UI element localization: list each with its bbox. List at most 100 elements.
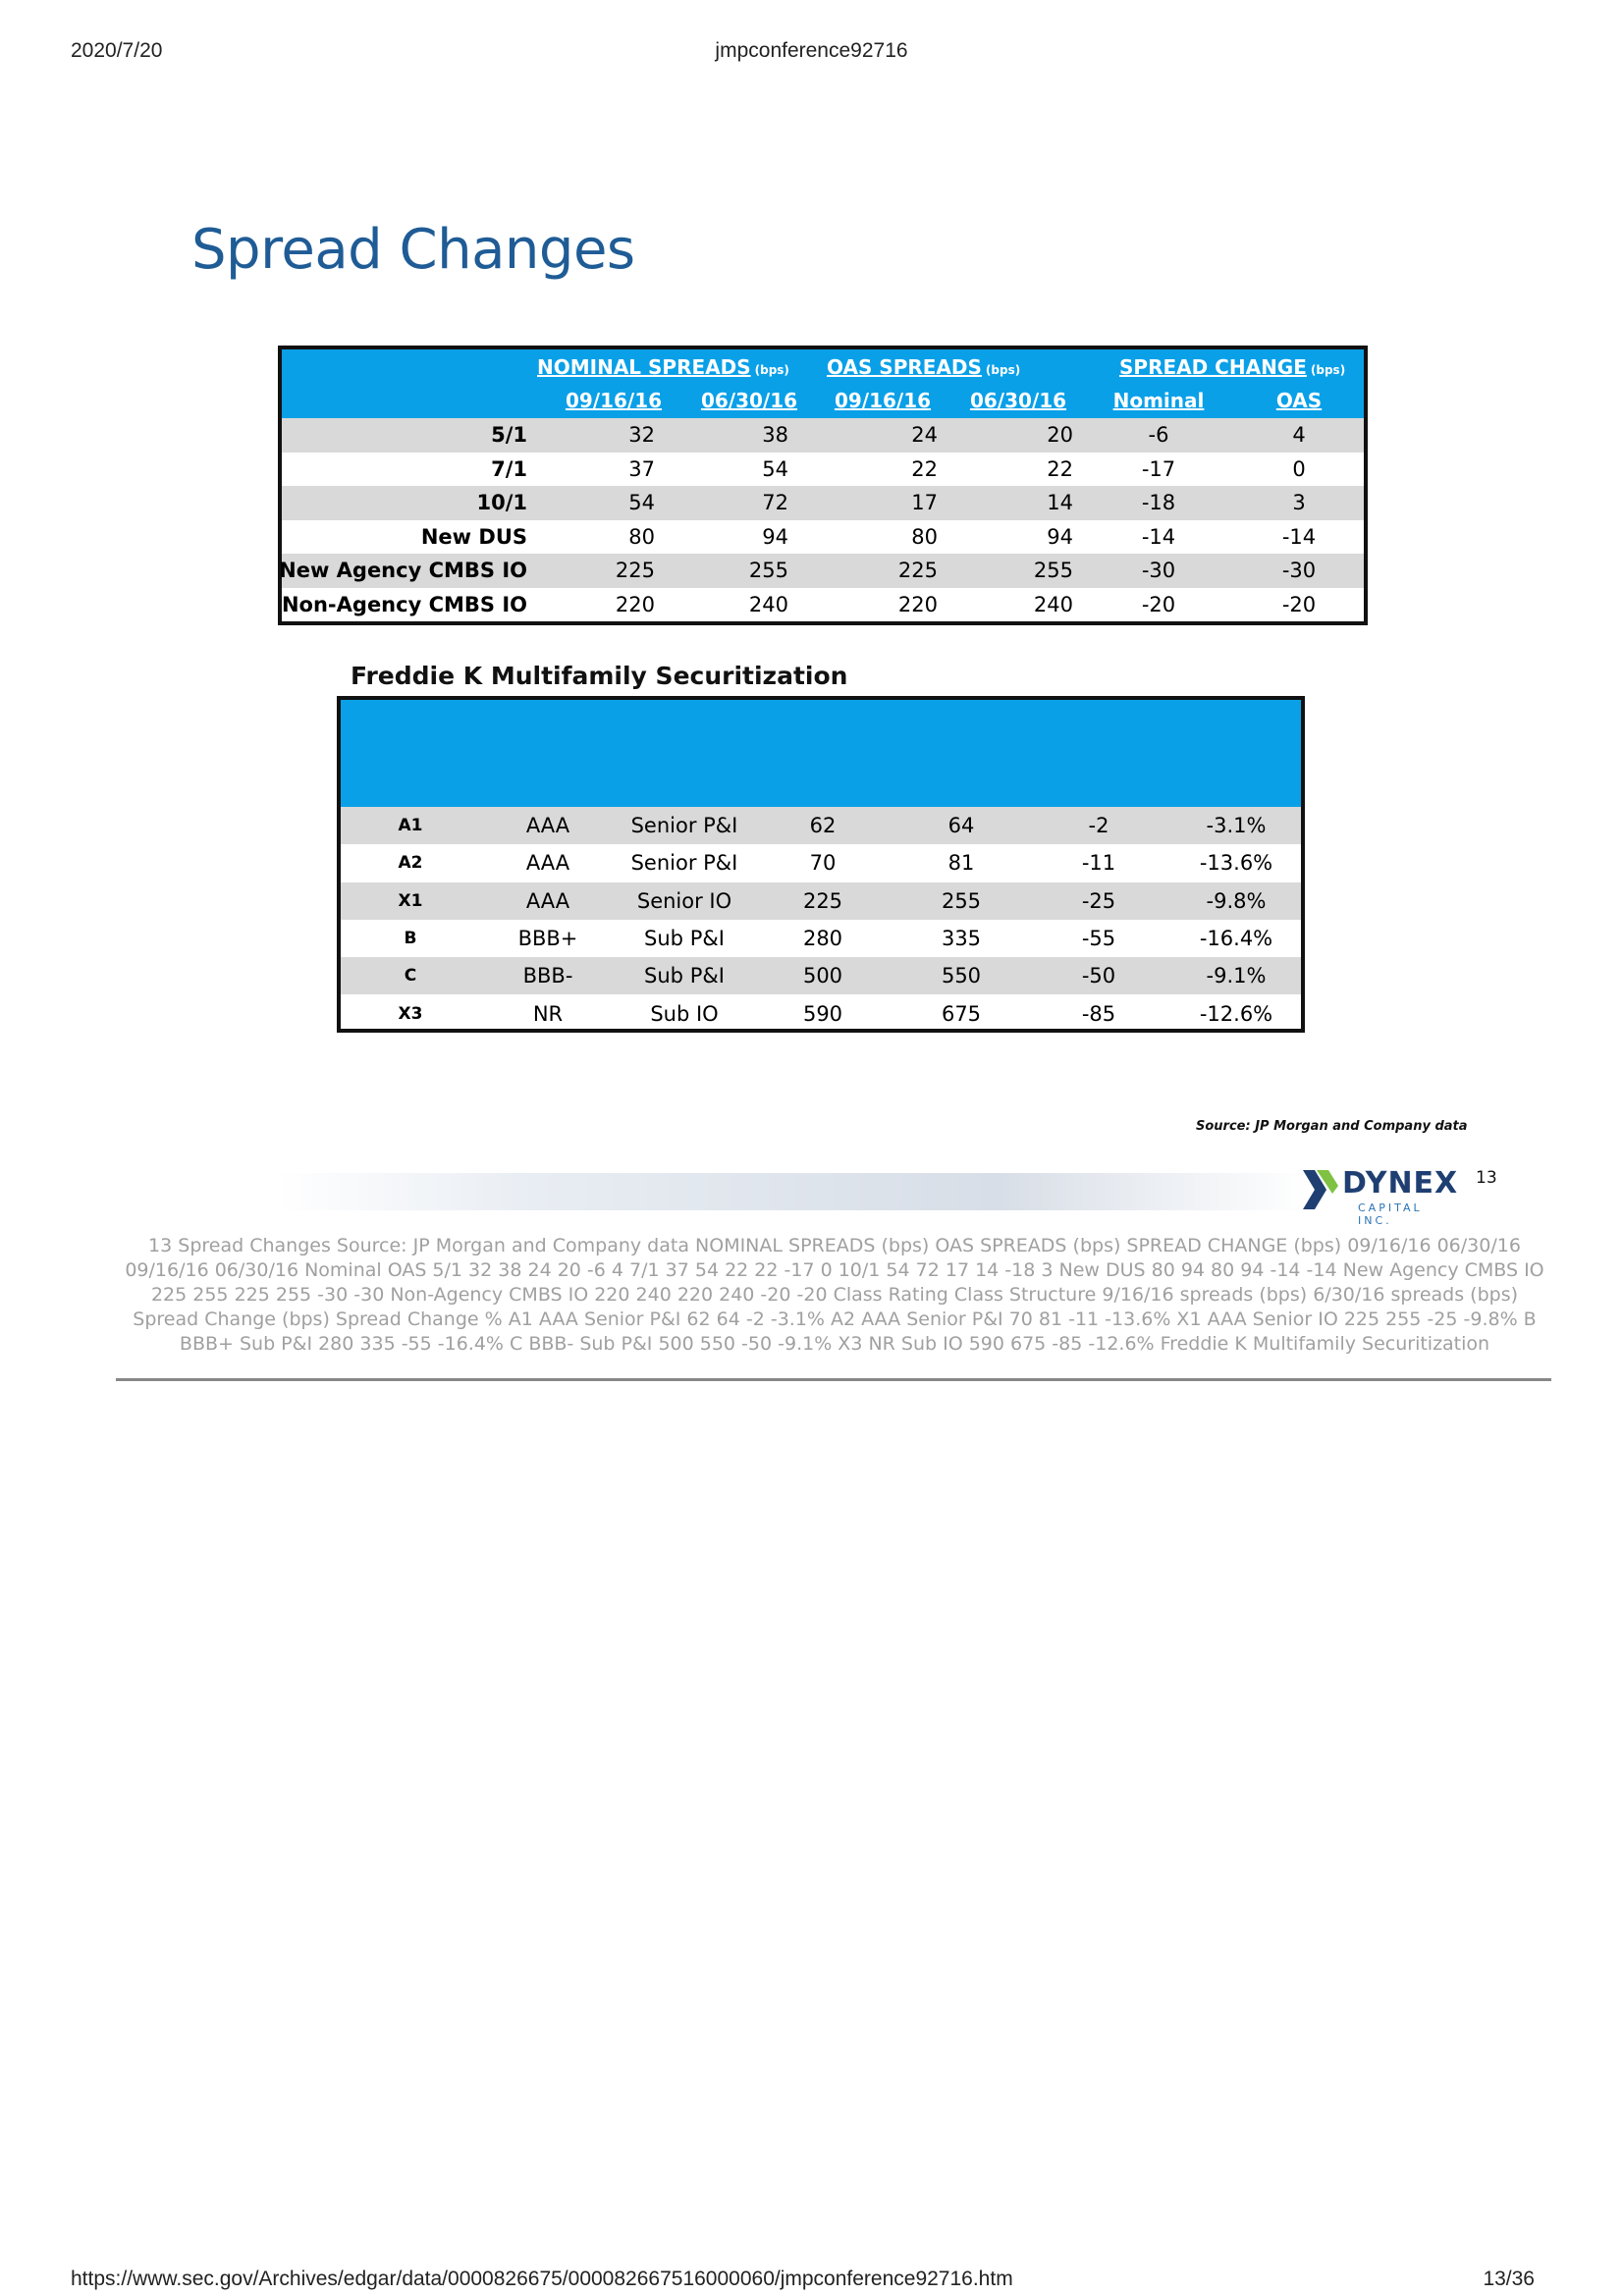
table-row: A2 AAA Senior P&I 70 81 -11 -13.6%	[341, 844, 1301, 881]
table-cell: -3.1%	[1206, 814, 1267, 837]
class-cell: A2	[398, 853, 423, 874]
table-cell: -11	[1081, 851, 1116, 876]
table-cell: -55	[1081, 926, 1116, 950]
table-cell: 20	[1047, 423, 1073, 447]
table-cell: AAA	[525, 851, 570, 876]
group-header: NOMINAL SPREADS (bps)	[537, 355, 789, 379]
table-cell: Sub P&I	[644, 926, 725, 950]
row-label: Non-Agency CMBS IO	[281, 592, 527, 616]
slide-page-number: 13	[1476, 1168, 1497, 1188]
table-cell: 335	[941, 926, 982, 950]
table-cell: AAA	[525, 814, 570, 837]
table-cell: 225	[897, 559, 938, 582]
table-cell: 70	[809, 851, 837, 876]
column-header: Class	[347, 922, 474, 1029]
table-cell: 94	[1047, 524, 1073, 549]
table-cell: 32	[628, 423, 655, 447]
slide-title: Spread Changes	[191, 218, 635, 282]
table-cell: 590	[802, 1001, 843, 1026]
footer-page: 13/36	[1483, 2268, 1535, 2290]
table-cell: Senior P&I	[630, 851, 738, 876]
table-cell: 72	[762, 491, 788, 514]
group-header-label: OAS SPREADS	[827, 355, 982, 379]
table-cell: 280	[802, 926, 843, 950]
footer-gradient-bar	[277, 1173, 1308, 1210]
table-cell: NR	[532, 1001, 564, 1026]
row-label: New DUS	[420, 524, 527, 549]
column-header: Nominal	[1112, 389, 1205, 412]
table-cell: Sub P&I	[644, 964, 725, 988]
print-date: 2020/7/20	[71, 39, 163, 62]
table-header-bar	[341, 700, 1301, 807]
class-cell: X1	[398, 890, 423, 911]
source-note: Source: JP Morgan and Company data	[1196, 1119, 1468, 1134]
header-unit: (bps)	[800, 1007, 845, 1025]
table-cell: 14	[1047, 491, 1073, 514]
table-row: 10/1 54 72 17 14 -18 3	[282, 486, 1364, 520]
table-cell: 94	[762, 524, 788, 549]
table-cell: 240	[1033, 592, 1073, 616]
table-cell: 225	[802, 888, 843, 913]
table-cell: 54	[762, 456, 788, 481]
table-cell: 255	[941, 888, 982, 913]
table-header-bar	[282, 349, 1364, 418]
table-cell: 64	[947, 814, 975, 837]
print-title: jmpconference92716	[715, 39, 908, 62]
table-cell: -12.6%	[1199, 1001, 1273, 1026]
table-cell: -6	[1148, 423, 1169, 447]
table-cell: -30	[1141, 559, 1176, 582]
table-cell: -16.4%	[1199, 926, 1273, 950]
table-cell: 4	[1292, 423, 1306, 447]
table-cell: 550	[941, 964, 982, 988]
table-cell: 80	[911, 524, 938, 549]
class-cell: X3	[398, 1003, 423, 1024]
table-cell: 81	[947, 851, 975, 876]
table-row: B BBB+ Sub P&I 280 335 -55 -16.4%	[341, 920, 1301, 957]
column-header: 06/30/16	[700, 389, 798, 412]
footer-url: https://www.sec.gov/Archives/edgar/data/…	[71, 2268, 1013, 2290]
header-unit: (bps)	[1076, 1007, 1121, 1025]
dynex-chevron-icon	[1303, 1170, 1338, 1209]
table-cell: 0	[1292, 456, 1306, 481]
table-row: X1 AAA Senior IO 225 255 -25 -9.8%	[341, 881, 1301, 920]
table-cell: 37	[628, 456, 655, 481]
table-cell: BBB+	[517, 926, 578, 950]
dynex-logo: DYNEX CAPITAL INC.	[1303, 1166, 1460, 1227]
table-cell: -20	[1141, 592, 1176, 616]
table-cell: 24	[911, 423, 938, 447]
row-label: 5/1	[491, 423, 527, 447]
table-cell: AAA	[525, 888, 570, 913]
header-unit: (bps)	[939, 1007, 984, 1025]
table-cell: -20	[1281, 592, 1317, 616]
group-header: OAS SPREADS (bps)	[827, 355, 1020, 379]
table-cell: Senior P&I	[630, 814, 738, 837]
freddie-k-table: ClassRatingClassStructure9/16/16spreads(…	[337, 696, 1305, 1033]
table-cell: Senior IO	[636, 888, 732, 913]
table-cell: -30	[1281, 559, 1317, 582]
slide-alt-text: 13 Spread Changes Source: JP Morgan and …	[125, 1235, 1544, 1355]
table-row: 5/1 32 38 24 20 -6 4	[282, 418, 1364, 453]
table-cell: 255	[748, 559, 788, 582]
table-cell: Sub IO	[650, 1001, 719, 1026]
logo-subtitle: CAPITAL INC.	[1358, 1201, 1423, 1227]
logo-wordmark: DYNEX	[1342, 1166, 1459, 1201]
table-cell: -18	[1141, 491, 1176, 514]
row-label: 7/1	[491, 456, 527, 481]
table-cell: -25	[1081, 888, 1116, 913]
column-header: OAS	[1275, 389, 1323, 412]
table-cell: 22	[1047, 456, 1073, 481]
table-row: A1 AAA Senior P&I 62 64 -2 -3.1%	[341, 807, 1301, 845]
nominal-oas-spreads-table: NOMINAL SPREADS (bps) OAS SPREADS (bps) SPRE…	[278, 346, 1368, 625]
column-header: Rating	[484, 922, 612, 1029]
header-line: Rating	[512, 1001, 584, 1025]
table-cell: -50	[1081, 964, 1116, 988]
group-header-unit: (bps)	[754, 363, 789, 377]
table-cell: 220	[897, 592, 938, 616]
class-cell: B	[404, 928, 417, 948]
table-cell: 500	[802, 964, 843, 988]
table-row: New Agency CMBS IO 225 255 225 255 -30 -30	[279, 554, 1364, 588]
class-cell: A1	[398, 816, 423, 835]
row-label: New Agency CMBS IO	[279, 559, 527, 582]
table-cell: 220	[615, 592, 655, 616]
column-header: 06/30/16	[969, 389, 1067, 412]
